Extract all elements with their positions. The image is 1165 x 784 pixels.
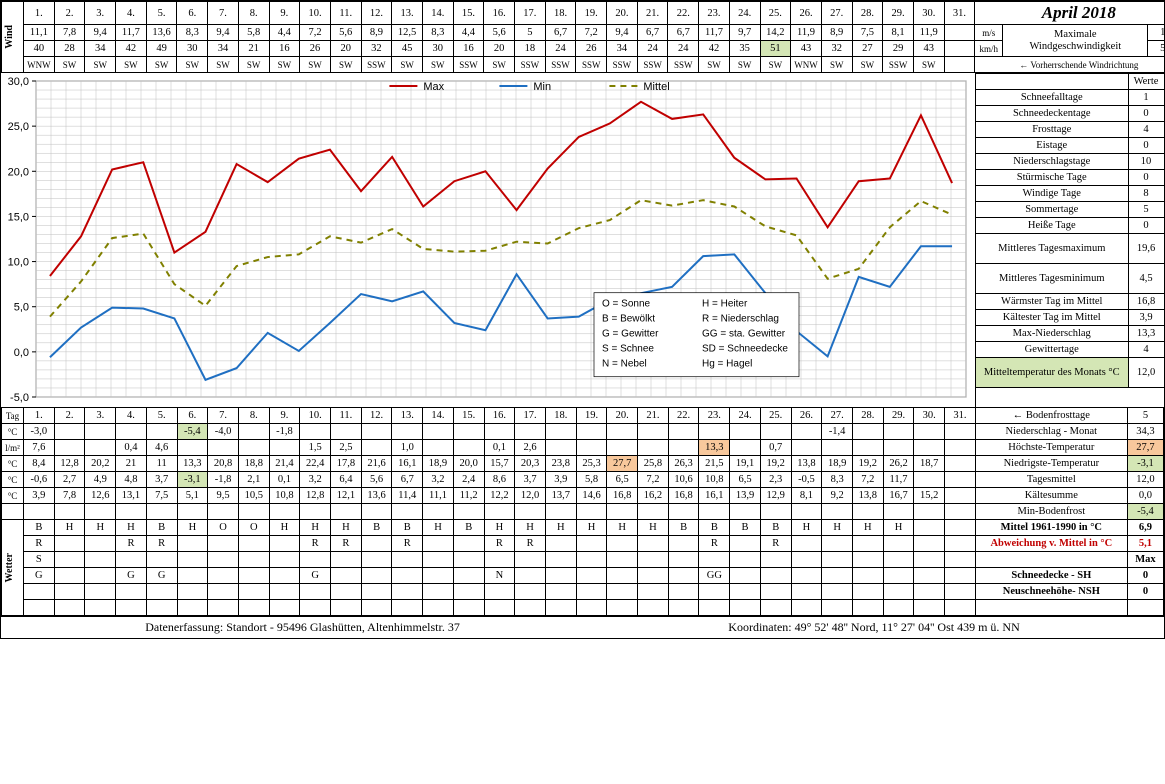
- svg-text:10,0: 10,0: [8, 257, 29, 269]
- svg-text:15,0: 15,0: [8, 211, 29, 223]
- weather-report: Wind 1.2.3.4.5.6.7.8.9.10.11.12.13.14.15…: [0, 0, 1165, 639]
- svg-text:0,0: 0,0: [14, 347, 29, 359]
- svg-text:5,0: 5,0: [14, 302, 29, 314]
- svg-text:Max: Max: [423, 81, 444, 93]
- svg-text:Hg = Hagel: Hg = Hagel: [702, 359, 752, 370]
- svg-text:SD = Schneedecke: SD = Schneedecke: [702, 344, 788, 355]
- svg-text:B = Bewölkt: B = Bewölkt: [602, 314, 655, 325]
- top-table: Wind 1.2.3.4.5.6.7.8.9.10.11.12.13.14.15…: [1, 1, 1165, 73]
- side-stats: Werte Schneefalltage1Schneedeckentage0Fr…: [976, 73, 1165, 388]
- wind-label: Wind: [4, 25, 15, 49]
- footer-right: Koordinaten: 49° 52' 48'' Nord, 11° 27' …: [728, 620, 1019, 635]
- temperature-chart: -5,0 0,0 5,0 10,0 15,0 20,0 25,0 30,0 Max Min Mitt…: [1, 73, 976, 407]
- svg-text:S = Schnee: S = Schnee: [602, 344, 654, 355]
- svg-text:GG = sta. Gewitter: GG = sta. Gewitter: [702, 329, 786, 340]
- svg-text:O = Sonne: O = Sonne: [602, 299, 651, 310]
- month-title: April 2018: [975, 2, 1165, 25]
- svg-text:R = Niederschlag: R = Niederschlag: [702, 314, 779, 325]
- wind-dir-header: ← Vorherrschende Windrichtung: [975, 57, 1165, 73]
- max-wind-kmh: 51: [1148, 41, 1165, 57]
- svg-text:25,0: 25,0: [8, 121, 29, 133]
- max-wind-label: MaximaleWindgeschwindigkeit: [1003, 25, 1148, 57]
- svg-text:20,0: 20,0: [8, 166, 29, 178]
- svg-text:Min: Min: [533, 81, 551, 93]
- svg-text:H = Heiter: H = Heiter: [702, 299, 748, 310]
- svg-text:N = Nebel: N = Nebel: [602, 359, 647, 370]
- svg-text:G = Gewitter: G = Gewitter: [602, 329, 659, 340]
- footer: Datenerfassung: Standort - 95496 Glashüt…: [1, 616, 1164, 638]
- footer-left: Datenerfassung: Standort - 95496 Glashüt…: [145, 620, 460, 635]
- svg-text:Mittel: Mittel: [643, 81, 669, 93]
- max-wind-ms: 14: [1148, 25, 1165, 41]
- data-table: Tag1.2.3.4.5.6.7.8.9.10.11.12.13.14.15.1…: [1, 407, 1164, 616]
- svg-text:30,0: 30,0: [8, 76, 29, 88]
- svg-text:-5,0: -5,0: [10, 392, 29, 404]
